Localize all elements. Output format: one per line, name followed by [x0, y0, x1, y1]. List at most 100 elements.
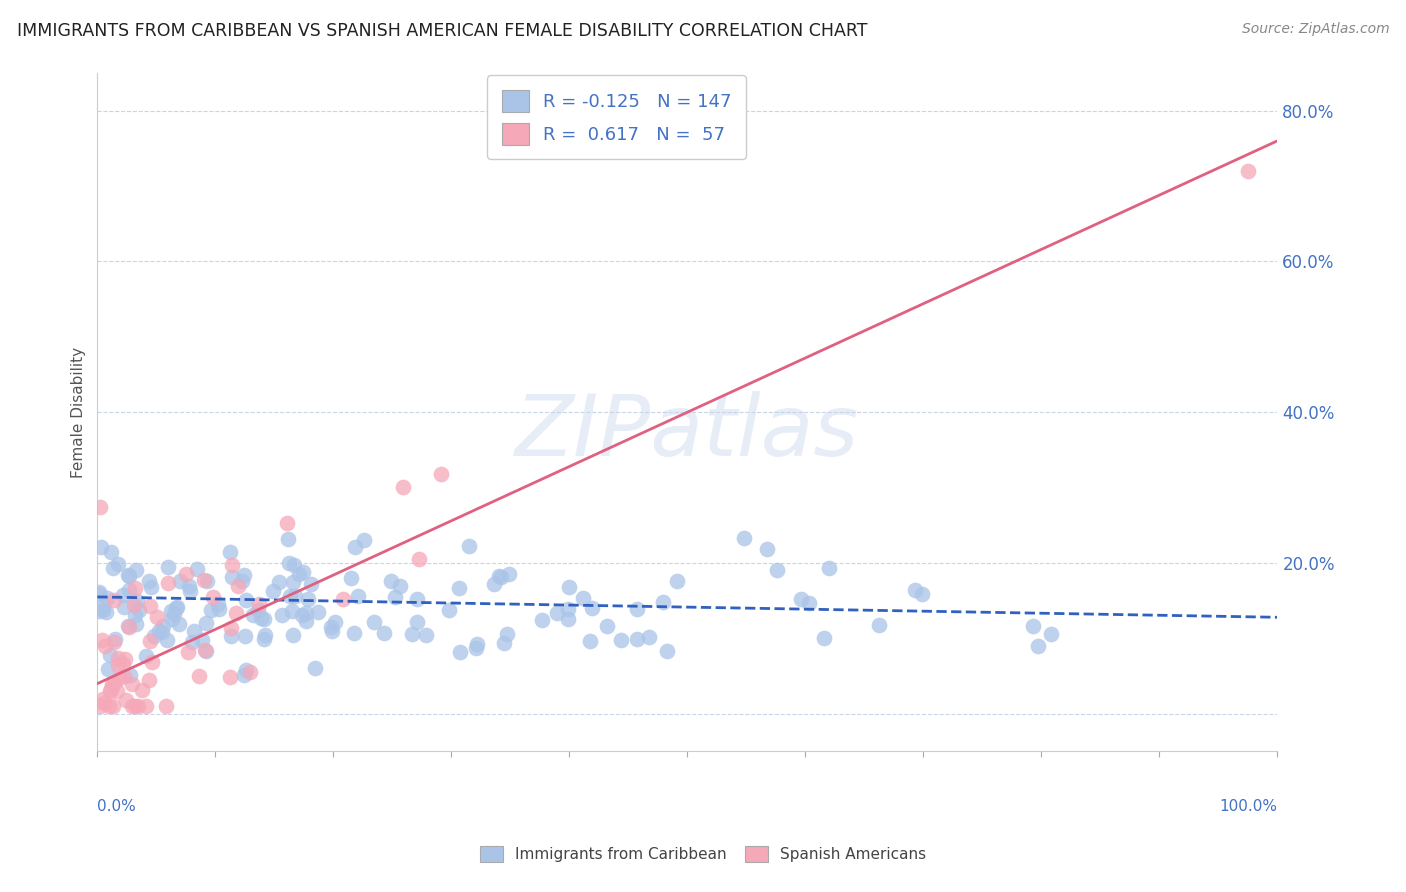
Point — [233, 667, 256, 681]
Point — [291, 607, 314, 622]
Point — [105, 684, 128, 698]
Point — [488, 569, 510, 583]
Point — [262, 583, 284, 598]
Point — [141, 656, 163, 670]
Point — [278, 556, 301, 570]
Point — [665, 574, 688, 588]
Point — [101, 676, 124, 690]
Point — [200, 602, 222, 616]
Point — [253, 632, 276, 646]
Point — [97, 662, 120, 676]
Y-axis label: Female Disability: Female Disability — [72, 347, 86, 478]
Point — [233, 568, 256, 582]
Point — [159, 604, 181, 618]
Point — [156, 576, 179, 591]
Text: 0.0%: 0.0% — [97, 799, 136, 814]
Point — [651, 595, 673, 609]
Point — [868, 618, 890, 632]
Point — [284, 589, 307, 603]
Point — [304, 661, 326, 675]
Point — [277, 532, 299, 546]
Point — [142, 629, 165, 643]
Point — [124, 608, 146, 623]
Text: ZIPatlas: ZIPatlas — [515, 391, 859, 474]
Point — [219, 621, 242, 635]
Point — [297, 591, 319, 606]
Point — [363, 615, 385, 629]
Point — [156, 560, 179, 574]
Point — [1026, 639, 1049, 653]
Point — [112, 599, 135, 614]
Point — [347, 589, 370, 603]
Point — [197, 574, 219, 589]
Legend: Immigrants from Caribbean, Spanish Americans: Immigrants from Caribbean, Spanish Ameri… — [474, 840, 932, 868]
Point — [89, 540, 111, 554]
Point — [449, 644, 471, 658]
Point — [91, 603, 114, 617]
Point — [911, 587, 934, 601]
Point — [124, 581, 146, 595]
Point — [117, 567, 139, 582]
Point — [148, 624, 170, 639]
Point — [107, 650, 129, 665]
Point — [579, 634, 602, 648]
Point — [247, 597, 270, 611]
Point — [235, 629, 257, 643]
Point — [239, 665, 262, 679]
Point — [319, 620, 342, 634]
Point — [235, 663, 257, 677]
Point — [384, 590, 406, 604]
Point — [464, 640, 486, 655]
Text: Source: ZipAtlas.com: Source: ZipAtlas.com — [1241, 22, 1389, 37]
Point — [190, 632, 212, 647]
Point — [179, 584, 201, 599]
Point — [127, 594, 149, 608]
Point — [120, 668, 142, 682]
Point — [218, 545, 240, 559]
Point — [496, 626, 519, 640]
Point — [174, 567, 197, 582]
Point — [288, 567, 311, 582]
Point — [104, 632, 127, 646]
Point — [343, 541, 366, 555]
Point — [430, 467, 453, 481]
Point — [124, 563, 146, 577]
Point — [195, 615, 218, 630]
Point — [114, 669, 136, 683]
Point — [103, 593, 125, 607]
Point — [380, 574, 402, 589]
Point — [160, 612, 183, 626]
Point — [177, 645, 200, 659]
Point — [498, 567, 520, 582]
Point — [401, 626, 423, 640]
Point — [138, 673, 160, 688]
Point — [1040, 627, 1063, 641]
Point — [207, 598, 229, 612]
Point — [557, 601, 579, 615]
Point — [267, 574, 290, 589]
Point — [221, 629, 243, 643]
Point — [626, 632, 648, 646]
Point — [135, 649, 157, 664]
Point — [278, 589, 301, 603]
Point — [283, 628, 305, 642]
Point — [127, 699, 149, 714]
Point — [96, 591, 118, 605]
Point — [135, 699, 157, 714]
Text: 100.0%: 100.0% — [1219, 799, 1278, 814]
Point — [152, 619, 174, 633]
Point — [449, 581, 471, 595]
Point — [131, 683, 153, 698]
Point — [307, 605, 329, 619]
Point — [122, 599, 145, 613]
Point — [325, 615, 347, 630]
Point — [107, 557, 129, 571]
Point — [156, 632, 179, 647]
Point — [755, 541, 778, 556]
Point — [118, 583, 141, 598]
Point — [655, 644, 678, 658]
Point — [343, 625, 366, 640]
Point — [1237, 164, 1260, 178]
Point — [813, 631, 835, 645]
Point — [408, 552, 430, 566]
